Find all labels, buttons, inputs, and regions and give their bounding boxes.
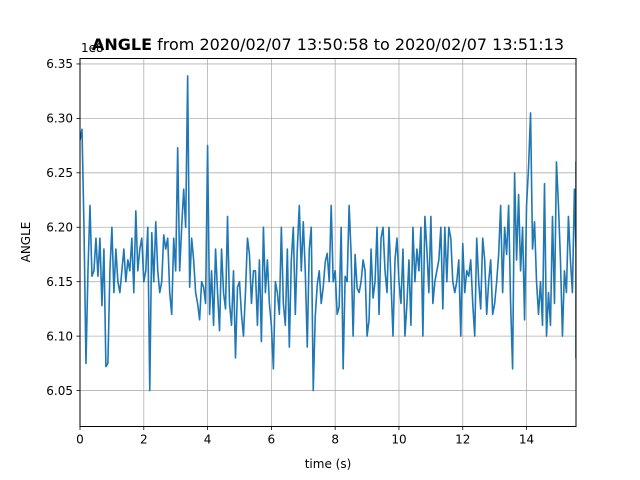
y-tick-label: 6.15: [46, 275, 73, 289]
series-group: [80, 75, 576, 392]
x-tick-label: 4: [204, 433, 212, 447]
x-tick-label: 14: [519, 433, 534, 447]
x-tick-label: 10: [391, 433, 406, 447]
y-axis-label: ANGLE: [19, 222, 33, 263]
ticks-group: 0 2 4 6 8 10 12 14 6.05 6.10 6.15 6.20 6.25 6.30 6.35: [46, 57, 534, 446]
series-line-angle: [80, 75, 576, 392]
x-tick-label: 8: [331, 433, 339, 447]
x-tick-label: 12: [455, 433, 470, 447]
y-tick-label: 6.30: [46, 112, 73, 126]
y-tick-label: 6.05: [46, 384, 73, 398]
axes-frame: [79, 58, 577, 427]
x-tick-label: 6: [268, 433, 276, 447]
grid-lines: [79, 58, 576, 427]
chart-title-rest: from 2020/02/07 13:50:58 to 2020/02/07 1…: [152, 35, 564, 54]
chart-title-bold: ANGLE: [92, 35, 152, 54]
y-tick-label: 6.25: [46, 166, 73, 180]
y-tick-label: 6.10: [46, 329, 73, 343]
y-tick-label: 6.35: [46, 57, 73, 71]
y-offset-label: 1e8: [81, 41, 104, 55]
x-tick-label: 2: [140, 433, 148, 447]
chart-title: ANGLE from 2020/02/07 13:50:58 to 2020/0…: [92, 35, 564, 54]
x-tick-label: 0: [76, 433, 84, 447]
x-axis-label: time (s): [305, 457, 352, 471]
y-tick-label: 6.20: [46, 221, 73, 235]
